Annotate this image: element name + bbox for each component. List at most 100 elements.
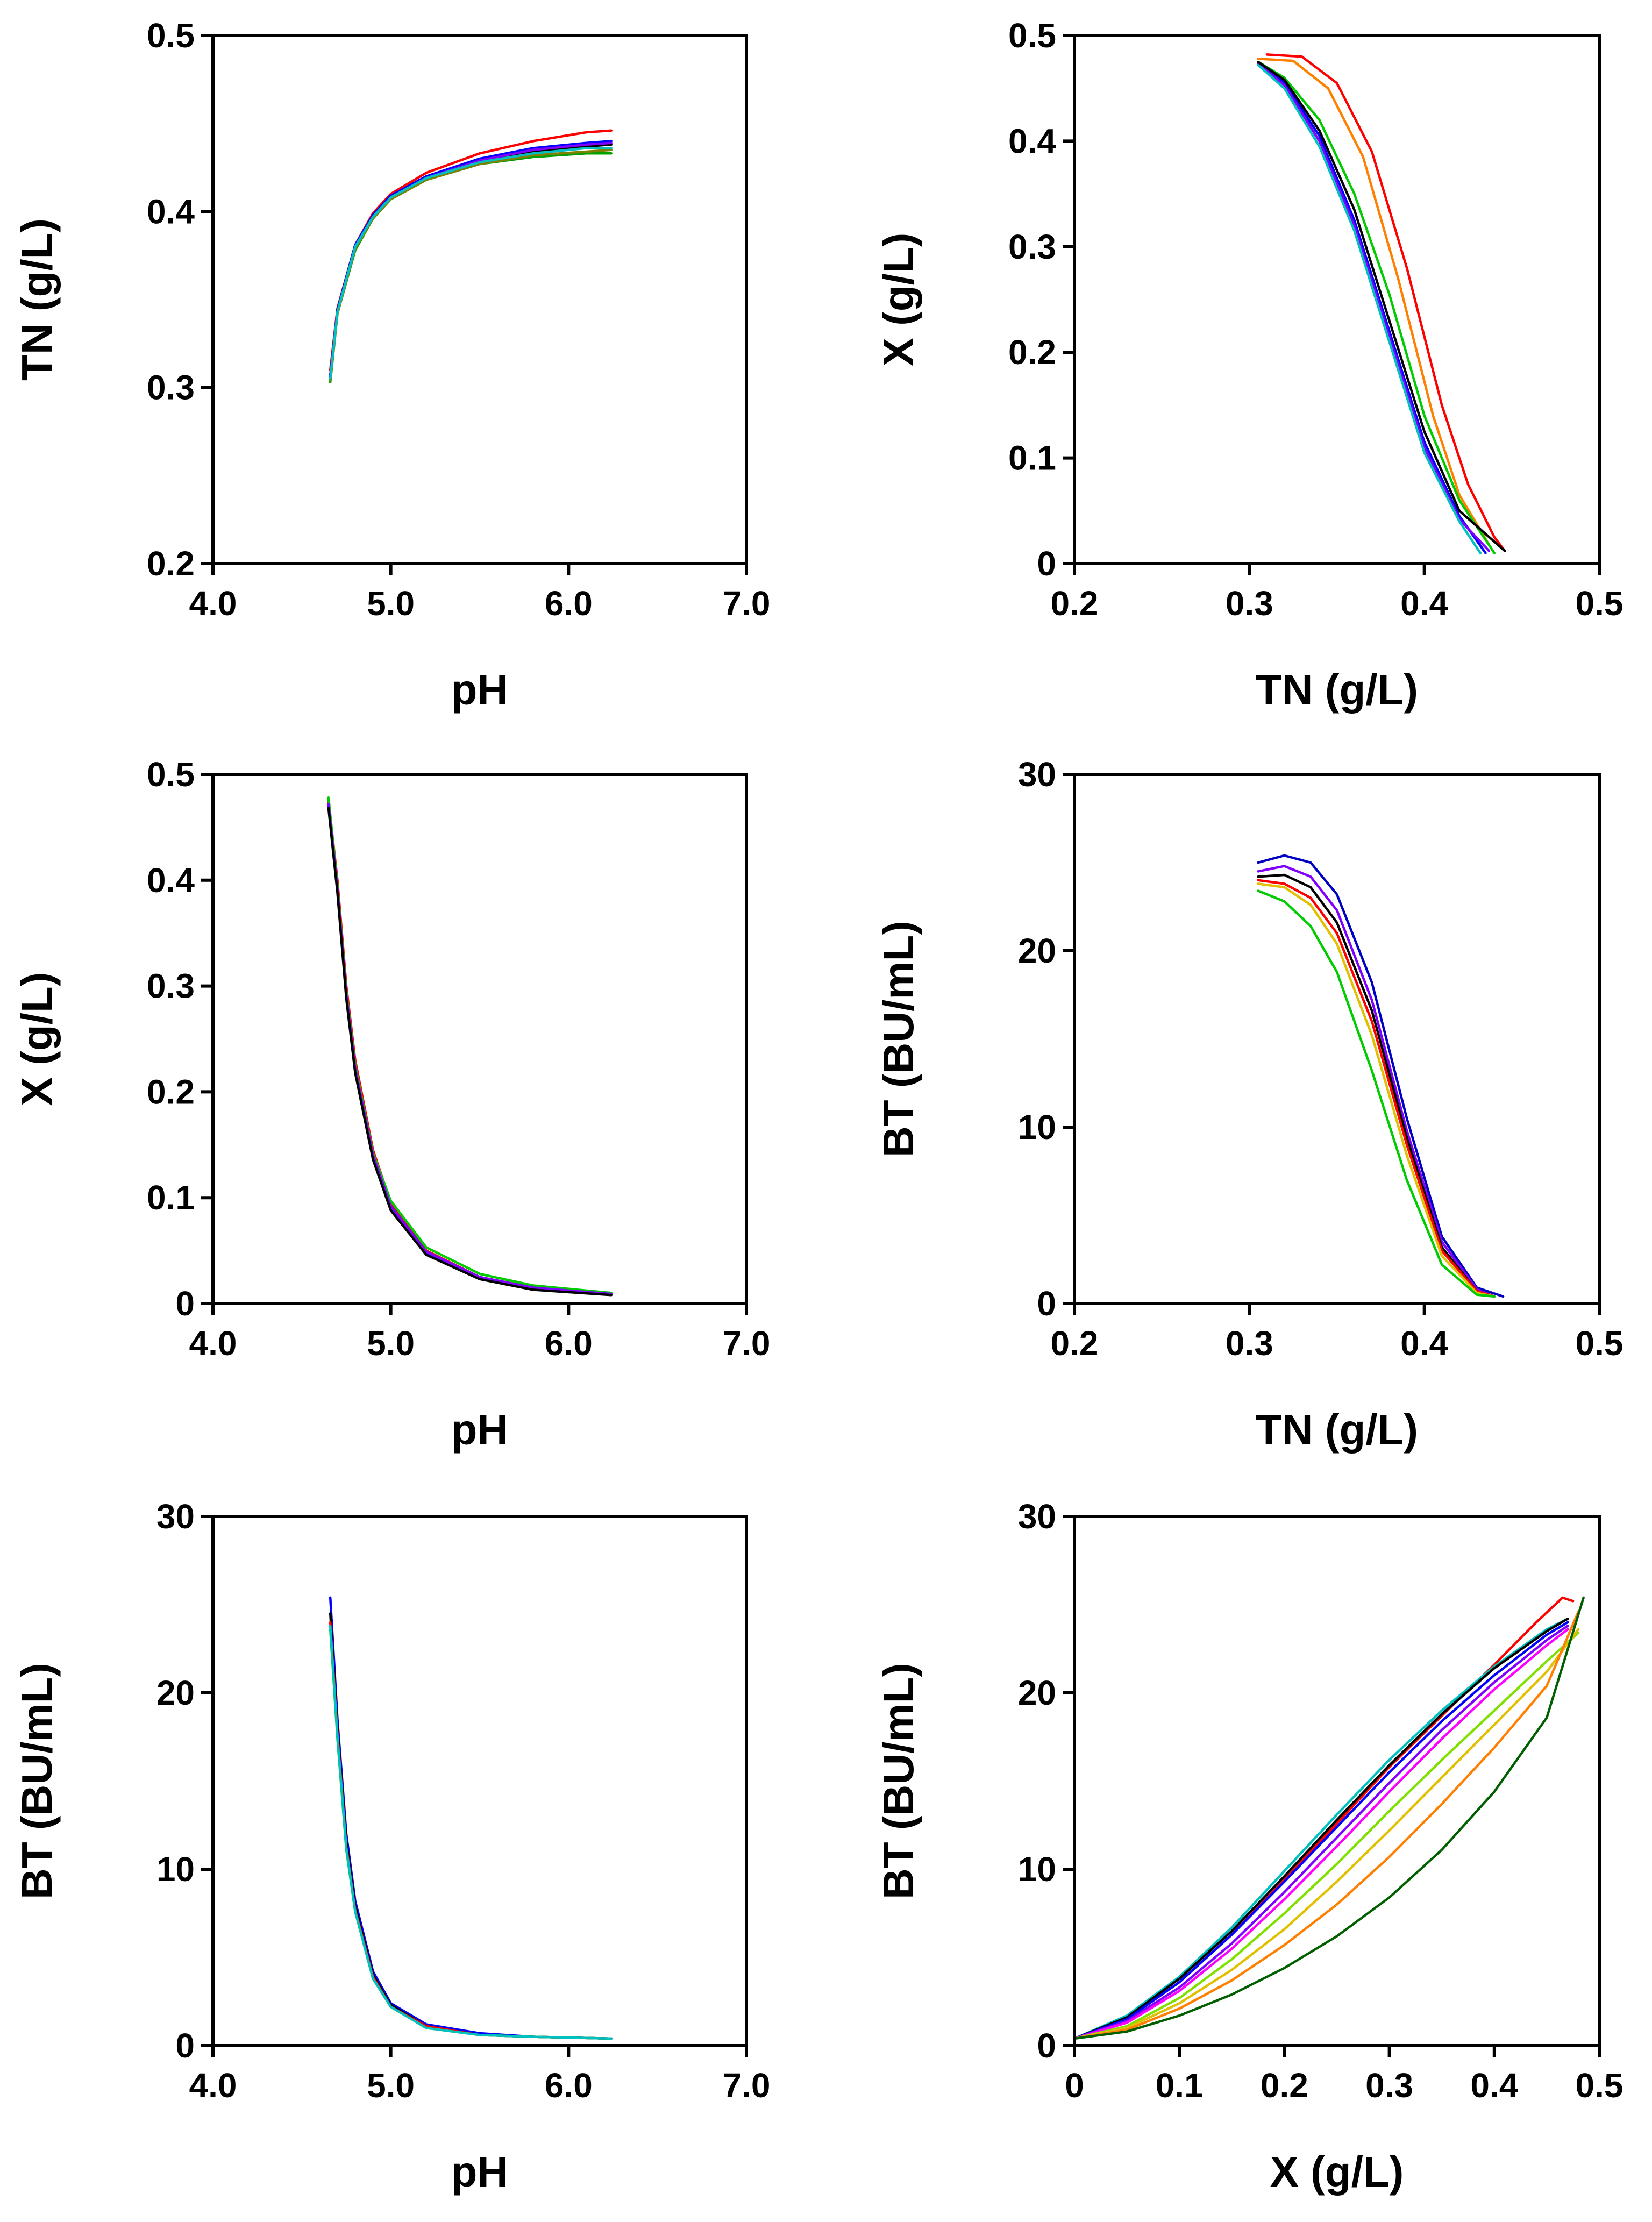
y-axis-title: TN (g/L) [13,218,61,381]
y-tick-label: 30 [1018,1497,1056,1536]
x-tick-label: 0.3 [1226,1324,1273,1363]
x-tick-label: 5.0 [367,2066,415,2105]
x-tick-label: 7.0 [723,584,771,623]
series-line-orange [1257,57,1492,549]
series-line-cyan [329,147,613,380]
series-line-red [1257,879,1496,1298]
y-tick-label: 0 [1037,2026,1056,2065]
x-axis-title: X (g/L) [1270,2148,1404,2196]
series-line-green [327,796,613,1294]
series-line-yellow [1073,1628,1580,2040]
x-axis-title: TN (g/L) [1256,666,1418,714]
x-tick-label: 0 [1065,2066,1084,2105]
x-tick-label: 0.5 [1576,584,1623,623]
chart-bt-vs-x: 0 0.1 0.2 0.3 0.4 0.5 0 10 20 30 X (g/L) BT (BU/mL) [874,1497,1623,2196]
y-tick-label: 0 [1037,544,1056,583]
x-tick-label: 0.1 [1156,2066,1204,2105]
chart-tn-vs-ph: 4.0 5.0 6.0 7.0 0.2 0.3 0.4 0.5 pH TN (g/L) [13,16,770,714]
x-tick-label: 7.0 [723,2066,771,2105]
plot-frame [1073,773,1601,1305]
y-tick-label: 0.4 [147,861,195,900]
series-line-dark-green [1073,1596,1585,2040]
y-tick-label: 0.2 [1008,333,1056,372]
x-tick-label: 0.4 [1400,584,1448,623]
y-tick-label: 0.5 [147,16,195,55]
x-tick-label: 7.0 [723,1324,771,1363]
plot-frame [211,1515,748,2047]
series-line-purple [329,141,613,379]
y-tick-label: 10 [156,1850,195,1889]
series-line-blue-dark [1257,854,1505,1298]
series-line-purple [327,802,613,1295]
y-tick-label: 10 [1018,1850,1056,1889]
y-tick-label: 30 [1018,755,1056,794]
plot-frame [1073,34,1601,565]
series-line-green [329,152,613,384]
x-tick-label: 4.0 [189,1324,237,1363]
x-tick-label: 0.5 [1576,1324,1623,1363]
x-tick-label: 0.2 [1051,1324,1099,1363]
series-line-blue [329,140,613,377]
series-line-black [327,807,613,1297]
y-axis-title: BT (BU/mL) [874,921,922,1157]
chart-bt-vs-ph: 4.0 5.0 6.0 7.0 0 10 20 30 pH BT (BU/mL) [13,1497,770,2196]
y-tick-label: 0.5 [1008,16,1056,55]
series-line-green [1257,889,1496,1298]
y-tick-label: 20 [156,1673,195,1712]
y-tick-label: 0.3 [1008,227,1056,266]
x-tick-label: 0.3 [1365,2066,1413,2105]
x-axis-title: pH [451,2148,509,2196]
series-line-blue [1073,1621,1569,2040]
y-tick-label: 0.1 [147,1178,195,1217]
chart-x-vs-ph: 4.0 5.0 6.0 7.0 0 0.1 0.2 0.3 0.4 0.5 pH X (g/L) [13,755,770,1454]
plot-frame [211,773,748,1305]
x-tick-label: 0.3 [1226,584,1273,623]
y-axis-title: BT (BU/mL) [13,1663,61,1899]
y-tick-label: 0 [1037,1284,1056,1323]
series-line-yellow [1257,882,1496,1298]
x-tick-label: 0.2 [1051,584,1099,623]
x-tick-label: 5.0 [367,584,415,623]
series-line-purple [1257,865,1496,1298]
y-tick-label: 0.1 [1008,439,1056,478]
series-line-black [1257,60,1506,552]
plot-frame [211,34,748,565]
x-tick-label: 0.4 [1470,2066,1518,2105]
series-line-blue [327,804,613,1295]
series-line-green [1257,60,1496,554]
series-line-orange [1073,1610,1580,2040]
y-tick-label: 0.5 [147,755,195,794]
x-axis-title: pH [451,1406,509,1454]
x-tick-label: 6.0 [545,2066,593,2105]
y-axis-title: X (g/L) [13,972,61,1106]
plot-frame [1073,1515,1601,2047]
series-line-magenta [1073,1628,1569,2040]
x-tick-label: 6.0 [545,584,593,623]
chart-x-vs-tn: 0.2 0.3 0.4 0.5 0 0.1 0.2 0.3 0.4 0.5 TN (g/L) X (g… [874,16,1623,714]
y-tick-label: 20 [1018,1673,1056,1712]
y-tick-label: 30 [156,1497,195,1536]
y-tick-label: 0 [175,1284,195,1323]
series-line-purple [1073,1625,1569,2040]
y-tick-label: 0.4 [1008,122,1056,160]
series-line-red [1265,53,1506,552]
x-tick-label: 6.0 [545,1324,593,1363]
y-axis-title: X (g/L) [874,233,922,367]
x-axis-title: TN (g/L) [1256,1406,1418,1454]
y-tick-label: 0.3 [147,967,195,1006]
x-tick-label: 0.2 [1261,2066,1308,2105]
series-line-lime [1073,1632,1580,2040]
x-tick-label: 5.0 [367,1324,415,1363]
series-line-black [1073,1617,1569,2040]
series-line-cyan [1257,63,1482,554]
y-tick-label: 0.4 [147,192,195,231]
chart-bt-vs-tn: 0.2 0.3 0.4 0.5 0 10 20 30 TN (g/L) BT (BU/mL) [874,755,1623,1454]
series-line-black [329,143,613,380]
x-tick-label: 0.5 [1576,2066,1623,2105]
y-tick-label: 0.3 [147,368,195,407]
series-line-cyan [329,1625,613,2040]
y-tick-label: 10 [1018,1108,1056,1146]
x-tick-label: 4.0 [189,584,237,623]
y-axis-title: BT (BU/mL) [874,1663,922,1899]
